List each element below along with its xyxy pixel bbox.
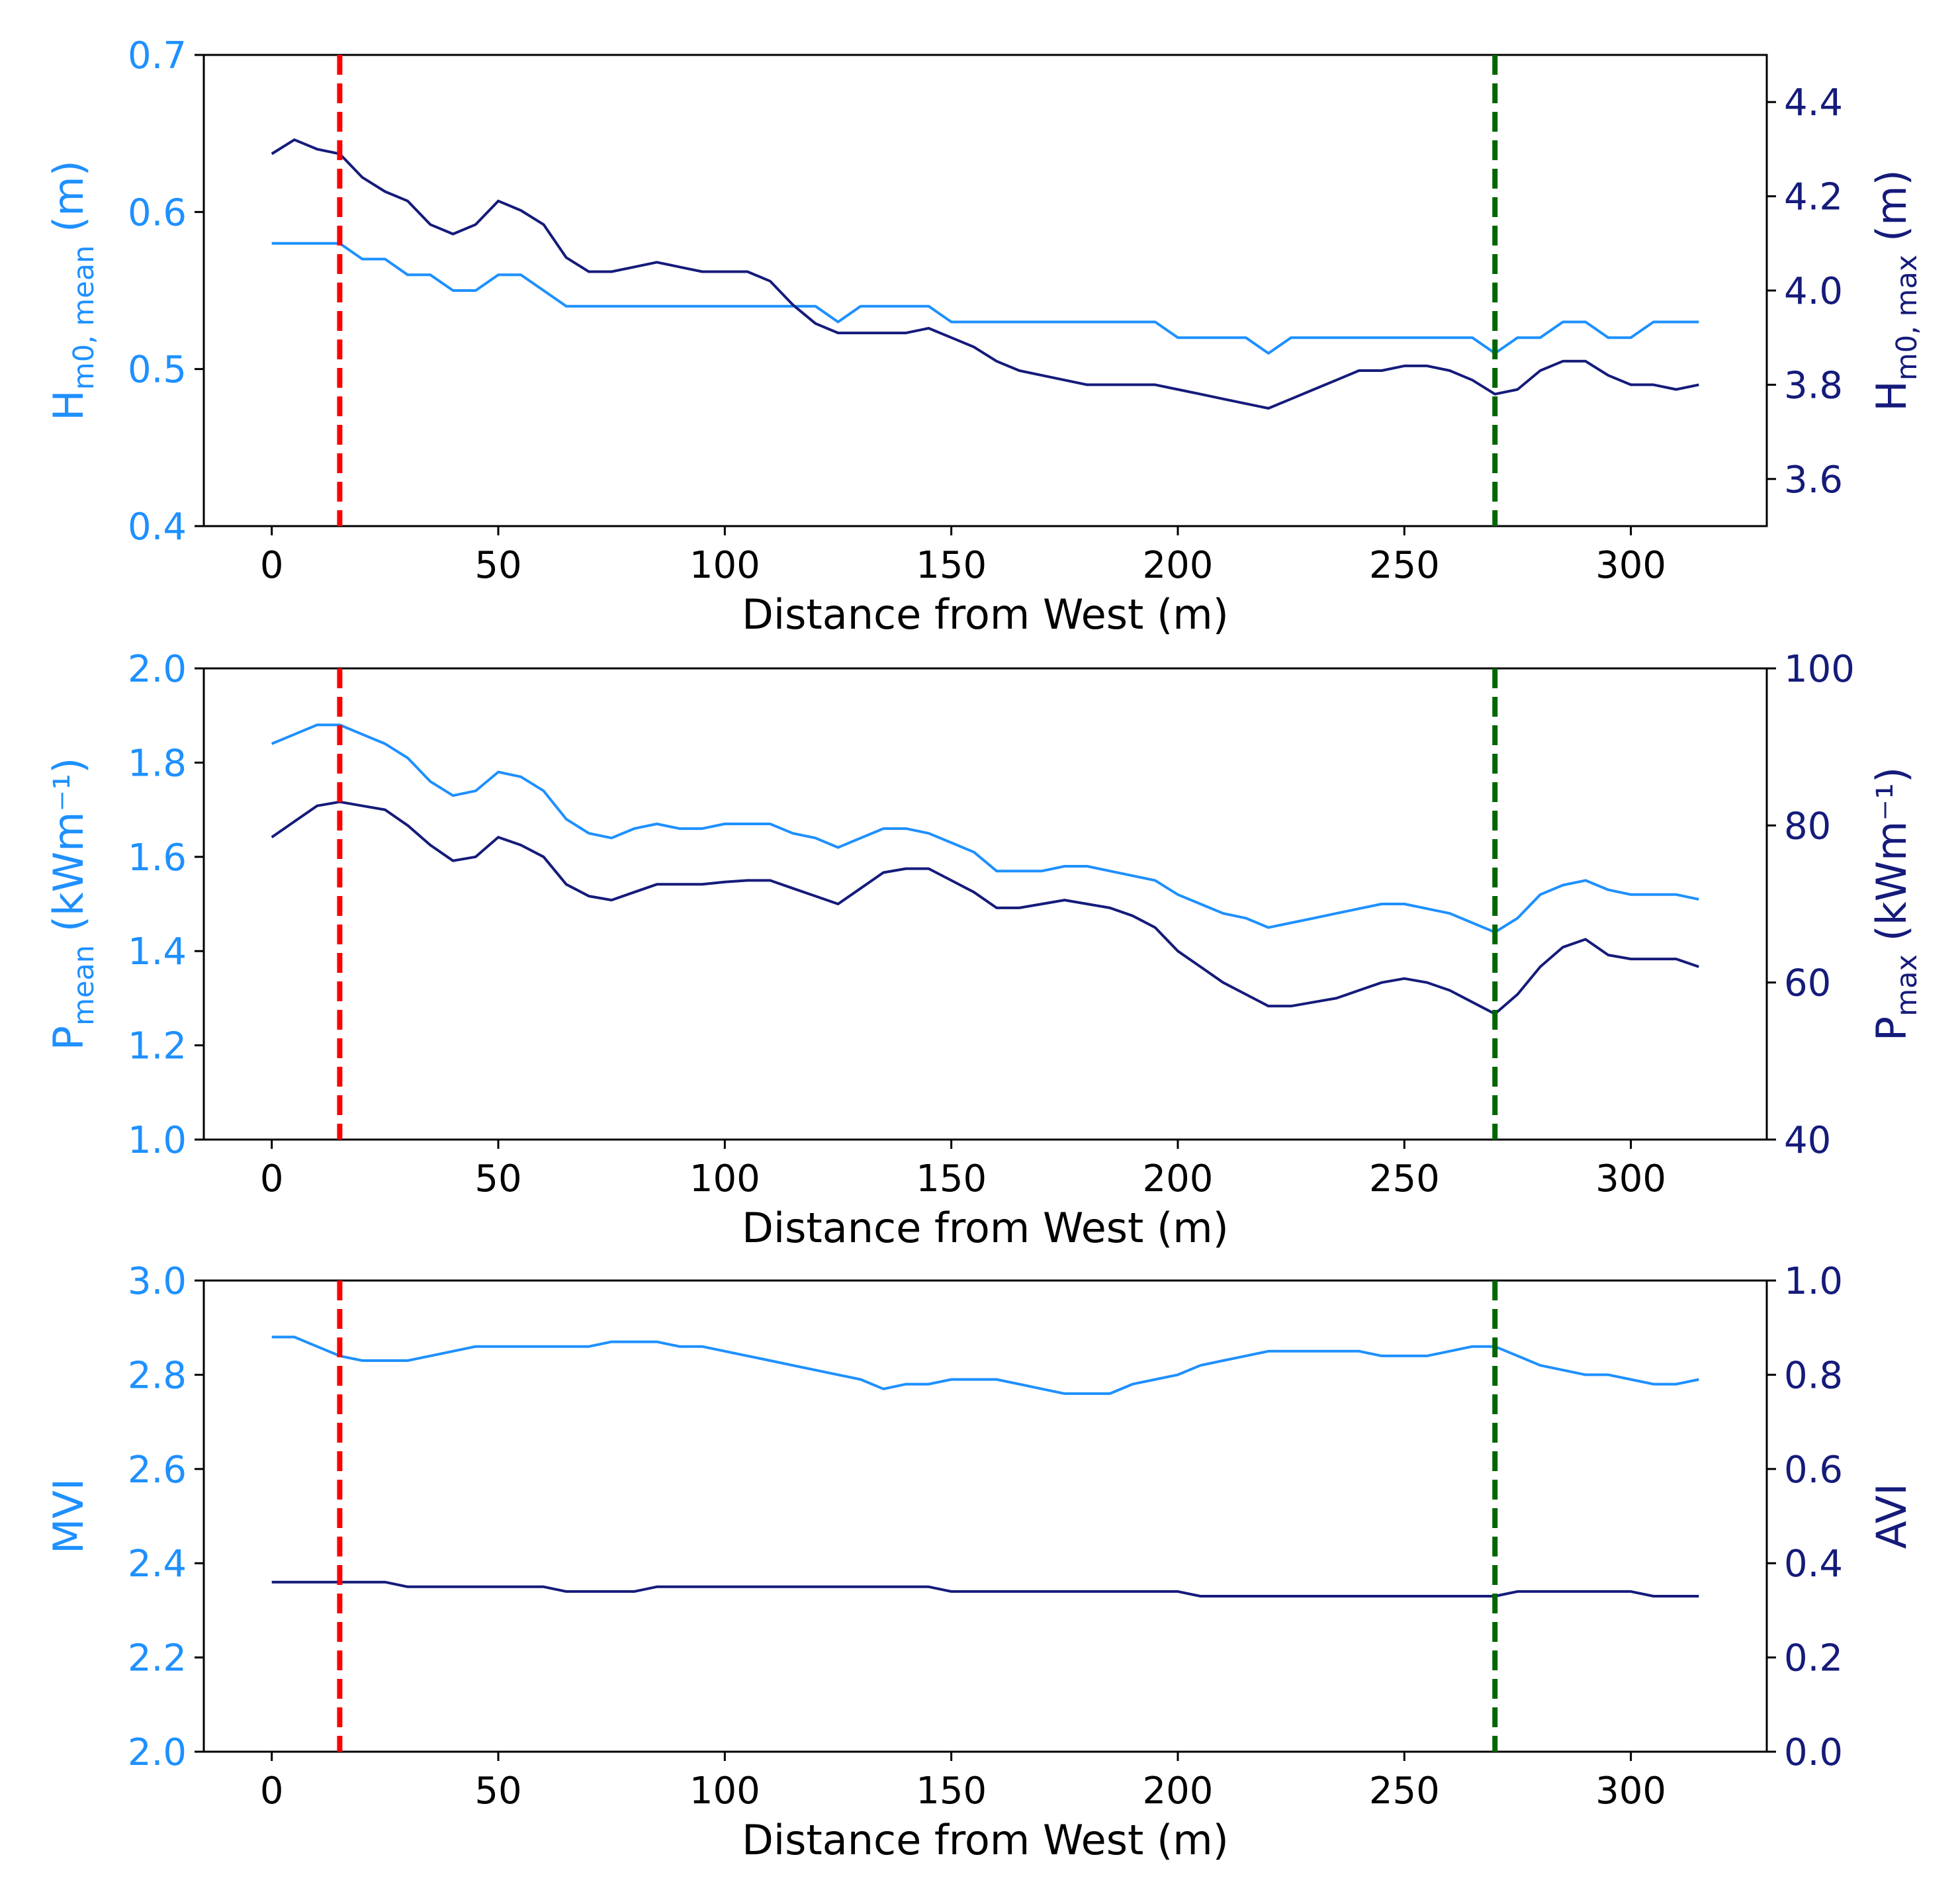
y-left-tick-label: 2.6 xyxy=(128,1449,187,1492)
x-tick-label: 100 xyxy=(690,1157,760,1200)
x-tick-label: 0 xyxy=(260,1770,284,1813)
x-tick-label: 200 xyxy=(1143,1157,1214,1200)
x-tick-label: 0 xyxy=(260,1157,284,1200)
x-tick-label: 150 xyxy=(916,1157,987,1200)
y-right-tick-label: 1.0 xyxy=(1784,1260,1843,1303)
x-tick-label: 150 xyxy=(916,544,987,587)
y-right-tick-label: 3.8 xyxy=(1784,364,1843,407)
chart-panel-1: 0 50 100 150 200 250 300 Distance from West (m)… xyxy=(44,34,1924,639)
series-line-pmean xyxy=(271,723,1699,934)
y-right-tick-label: 4.4 xyxy=(1784,81,1843,124)
series-line-hm0-mean xyxy=(271,242,1699,355)
series-line-mvi xyxy=(271,1335,1699,1395)
y-right-axis-label: Pmax (kWm⁻¹) xyxy=(1867,767,1924,1041)
x-tick-label: 150 xyxy=(916,1770,987,1813)
plot-frame xyxy=(202,667,1768,1141)
y-right-tick-label: 0.8 xyxy=(1784,1354,1843,1397)
y-left-axis-label: Pmean (kWm⁻¹) xyxy=(44,758,101,1051)
y-right-tick-label: 4.2 xyxy=(1784,176,1843,219)
y-left-tick-label: 0.6 xyxy=(128,191,187,234)
x-tick-label: 300 xyxy=(1595,544,1666,587)
y-left-tick-label: 1.6 xyxy=(128,836,187,879)
y-right-tick-label: 100 xyxy=(1784,648,1855,691)
y-left-tick-label: 0.4 xyxy=(128,506,187,549)
y-left-tick-label: 2.2 xyxy=(128,1637,187,1680)
x-tick-label: 100 xyxy=(690,1770,760,1813)
y-left-tick-label: 0.7 xyxy=(128,34,187,77)
y-left-axis-label: Hm0, mean (m) xyxy=(44,160,101,421)
y-left-axis-label: MVI xyxy=(44,1478,93,1554)
x-axis-label: Distance from West (m) xyxy=(742,590,1229,639)
x-tick-label: 0 xyxy=(260,544,284,587)
y-right-tick-label: 0.2 xyxy=(1784,1637,1843,1680)
chart-panel-2: 0 50 100 150 200 250 300 Distance from West (m)… xyxy=(44,648,1924,1252)
y-left-tick-label: 1.4 xyxy=(128,930,187,973)
y-right-tick-label: 3.6 xyxy=(1784,459,1843,502)
y-left-tick-label: 3.0 xyxy=(128,1260,187,1303)
plot-frame xyxy=(202,54,1768,527)
y-right-tick-label: 60 xyxy=(1784,962,1831,1005)
series-line-pmax xyxy=(271,800,1699,1016)
y-left-tick-label: 2.4 xyxy=(128,1543,187,1586)
y-right-axis-label: AVI xyxy=(1867,1483,1916,1549)
x-tick-label: 250 xyxy=(1369,1770,1440,1813)
x-axis-label: Distance from West (m) xyxy=(742,1204,1229,1252)
y-right-tick-label: 4.0 xyxy=(1784,270,1843,313)
x-tick-label: 50 xyxy=(474,1770,521,1813)
x-tick-label: 300 xyxy=(1595,1770,1666,1813)
y-right-tick-label: 0.0 xyxy=(1784,1731,1843,1774)
y-left-tick-label: 0.5 xyxy=(128,349,187,392)
y-left-tick-label: 2.8 xyxy=(128,1354,187,1397)
x-tick-label: 250 xyxy=(1369,1157,1440,1200)
y-right-axis-label: Hm0, max (m) xyxy=(1867,169,1924,411)
x-tick-label: 300 xyxy=(1595,1157,1666,1200)
series-line-avi xyxy=(271,1580,1699,1598)
y-right-tick-label: 80 xyxy=(1784,805,1831,848)
x-tick-label: 200 xyxy=(1143,544,1214,587)
x-tick-label: 50 xyxy=(474,544,521,587)
x-tick-label: 250 xyxy=(1369,544,1440,587)
series-line-hm0-max xyxy=(271,138,1699,410)
y-right-tick-label: 0.4 xyxy=(1784,1543,1843,1586)
x-tick-label: 200 xyxy=(1143,1770,1214,1813)
y-left-tick-label: 1.0 xyxy=(128,1119,187,1162)
y-left-tick-label: 1.8 xyxy=(128,742,187,785)
y-right-tick-label: 40 xyxy=(1784,1119,1831,1162)
x-tick-label: 50 xyxy=(474,1157,521,1200)
y-left-tick-label: 2.0 xyxy=(128,648,187,691)
y-left-tick-label: 1.2 xyxy=(128,1025,187,1068)
x-axis-label: Distance from West (m) xyxy=(742,1816,1229,1864)
y-left-tick-label: 2.0 xyxy=(128,1731,187,1774)
chart-panel-3: 0 50 100 150 200 250 300 Distance from West (m)… xyxy=(44,1260,1916,1864)
y-right-tick-label: 0.6 xyxy=(1784,1449,1843,1492)
plot-frame xyxy=(202,1279,1768,1753)
x-tick-label: 100 xyxy=(690,544,760,587)
